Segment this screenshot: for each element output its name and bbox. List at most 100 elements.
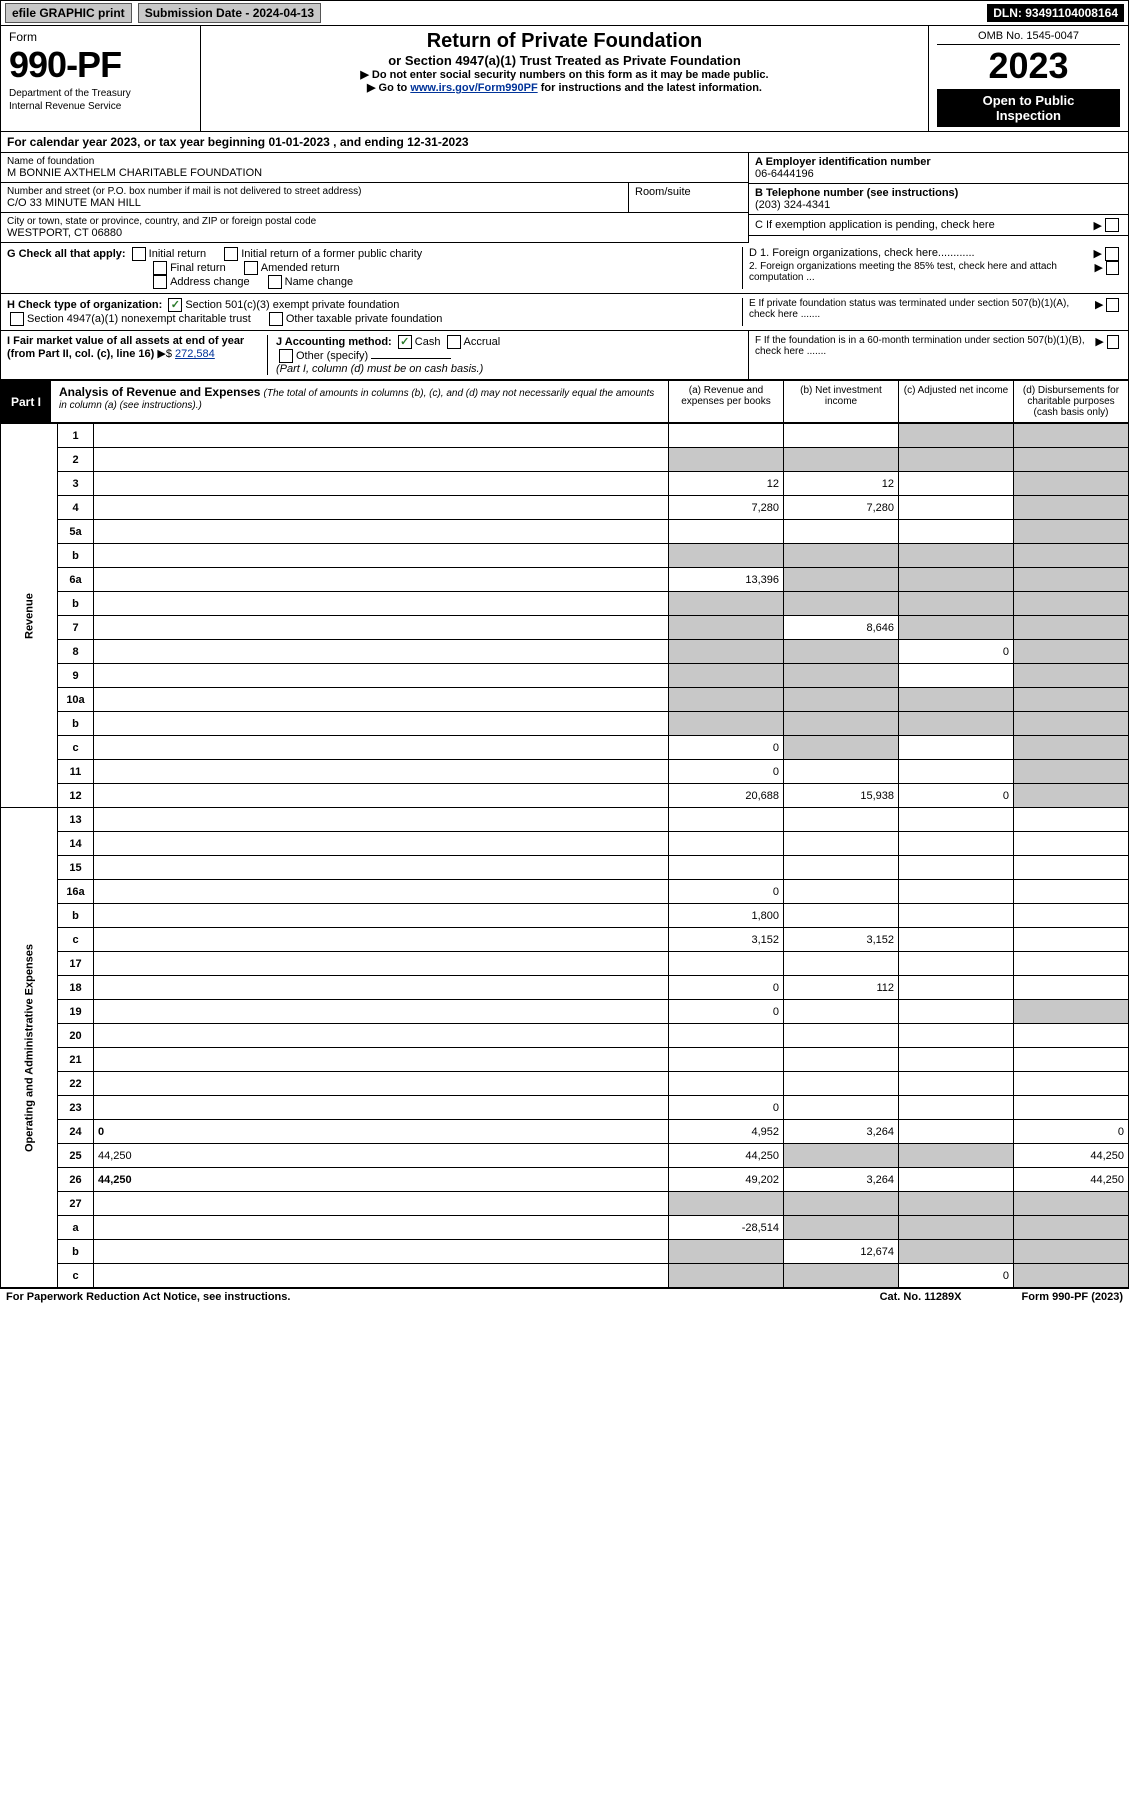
section-g-label: G Check all that apply: (7, 248, 126, 260)
g-name-change-checkbox[interactable] (268, 275, 282, 289)
fmv-value: 272,584 (175, 348, 215, 360)
ein-value: 06-6444196 (755, 168, 814, 180)
form990pf-link[interactable]: www.irs.gov/Form990PF (410, 82, 537, 94)
line-number: c (58, 928, 94, 952)
table-row: c0 (1, 736, 1129, 760)
line-number: c (58, 1264, 94, 1288)
value-cell-a: 0 (669, 760, 784, 784)
value-cell-b (784, 1264, 899, 1288)
foundation-addr: C/O 33 MINUTE MAN HILL (7, 197, 622, 209)
efile-button[interactable]: efile GRAPHIC print (5, 3, 132, 23)
line-description (94, 1072, 669, 1096)
value-cell-a: 44,250 (669, 1144, 784, 1168)
f-checkbox[interactable] (1107, 335, 1119, 349)
g-opt-5: Name change (285, 276, 354, 288)
value-cell-a: 49,202 (669, 1168, 784, 1192)
section-e: E If private foundation status was termi… (749, 298, 1095, 320)
line-description (94, 592, 669, 616)
value-cell-d (1014, 808, 1129, 832)
line-description (94, 1000, 669, 1024)
form-header: Form 990-PF Department of the Treasury I… (0, 26, 1129, 132)
h-other-taxable-checkbox[interactable] (269, 312, 283, 326)
value-cell-c: 0 (899, 1264, 1014, 1288)
value-cell-c (899, 1048, 1014, 1072)
form-word: Form (9, 30, 192, 44)
section-c: C If exemption application is pending, c… (755, 219, 995, 231)
value-cell-b (784, 1216, 899, 1240)
value-cell-c (899, 856, 1014, 880)
table-row: 78,646 (1, 616, 1129, 640)
value-cell-d (1014, 1024, 1129, 1048)
omb-number: OMB No. 1545-0047 (937, 30, 1120, 45)
line-description: 44,250 (94, 1144, 669, 1168)
g-initial-return-checkbox[interactable] (132, 247, 146, 261)
j-accrual-checkbox[interactable] (447, 335, 461, 349)
value-cell-c (899, 760, 1014, 784)
g-initial-former-checkbox[interactable] (224, 247, 238, 261)
table-row: c0 (1, 1264, 1129, 1288)
table-row: 80 (1, 640, 1129, 664)
j-cash-checkbox[interactable]: ✓ (398, 335, 412, 349)
instr-2: ▶ Go to www.irs.gov/Form990PF for instru… (209, 81, 920, 94)
ein-label: A Employer identification number (755, 156, 931, 168)
g-amended-checkbox[interactable] (244, 261, 258, 275)
h-opt-3: Other taxable private foundation (286, 313, 443, 325)
table-row: b (1, 712, 1129, 736)
value-cell-d: 44,250 (1014, 1144, 1129, 1168)
value-cell-d (1014, 736, 1129, 760)
g-final-return-checkbox[interactable] (153, 261, 167, 275)
e-checkbox[interactable] (1106, 298, 1119, 312)
value-cell-a (669, 592, 784, 616)
value-cell-b (784, 688, 899, 712)
value-cell-c: 0 (899, 784, 1014, 808)
c-checkbox[interactable] (1105, 218, 1119, 232)
value-cell-d (1014, 424, 1129, 448)
col-d-header: (d) Disbursements for charitable purpose… (1013, 381, 1128, 422)
line-description (94, 1216, 669, 1240)
table-row: b (1, 592, 1129, 616)
d2-checkbox[interactable] (1106, 261, 1119, 275)
j-accrual: Accrual (464, 336, 501, 348)
line-number: 16a (58, 880, 94, 904)
table-row: 47,2807,280 (1, 496, 1129, 520)
table-row: 14 (1, 832, 1129, 856)
h-4947-checkbox[interactable] (10, 312, 24, 326)
line-number: 21 (58, 1048, 94, 1072)
value-cell-b (784, 1096, 899, 1120)
line-description (94, 520, 669, 544)
line-number: b (58, 544, 94, 568)
j-other-checkbox[interactable] (279, 349, 293, 363)
value-cell-d: 44,250 (1014, 1168, 1129, 1192)
line-description (94, 1048, 669, 1072)
value-cell-a (669, 808, 784, 832)
value-cell-c (899, 568, 1014, 592)
value-cell-c (899, 544, 1014, 568)
value-cell-a (669, 1240, 784, 1264)
g-opt-4: Address change (170, 276, 250, 288)
value-cell-b (784, 1048, 899, 1072)
footer-left: For Paperwork Reduction Act Notice, see … (6, 1291, 290, 1303)
value-cell-c (899, 832, 1014, 856)
value-cell-b (784, 544, 899, 568)
value-cell-c (899, 1144, 1014, 1168)
h-501c3-checkbox[interactable]: ✓ (168, 298, 182, 312)
d1-checkbox[interactable] (1105, 247, 1119, 261)
value-cell-a (669, 1264, 784, 1288)
j-note: (Part I, column (d) must be on cash basi… (276, 363, 483, 375)
table-row: Operating and Administrative Expenses13 (1, 808, 1129, 832)
value-cell-a: 13,396 (669, 568, 784, 592)
value-cell-b (784, 640, 899, 664)
value-cell-b (784, 952, 899, 976)
value-cell-a: 3,152 (669, 928, 784, 952)
table-row: 21 (1, 1048, 1129, 1072)
calendar-year-row: For calendar year 2023, or tax year begi… (0, 132, 1129, 153)
value-cell-b (784, 592, 899, 616)
line-description (94, 928, 669, 952)
line-number: 13 (58, 808, 94, 832)
value-cell-d (1014, 688, 1129, 712)
value-cell-d (1014, 784, 1129, 808)
g-address-change-checkbox[interactable] (153, 275, 167, 289)
line-number: 15 (58, 856, 94, 880)
value-cell-a: 1,800 (669, 904, 784, 928)
value-cell-d (1014, 832, 1129, 856)
